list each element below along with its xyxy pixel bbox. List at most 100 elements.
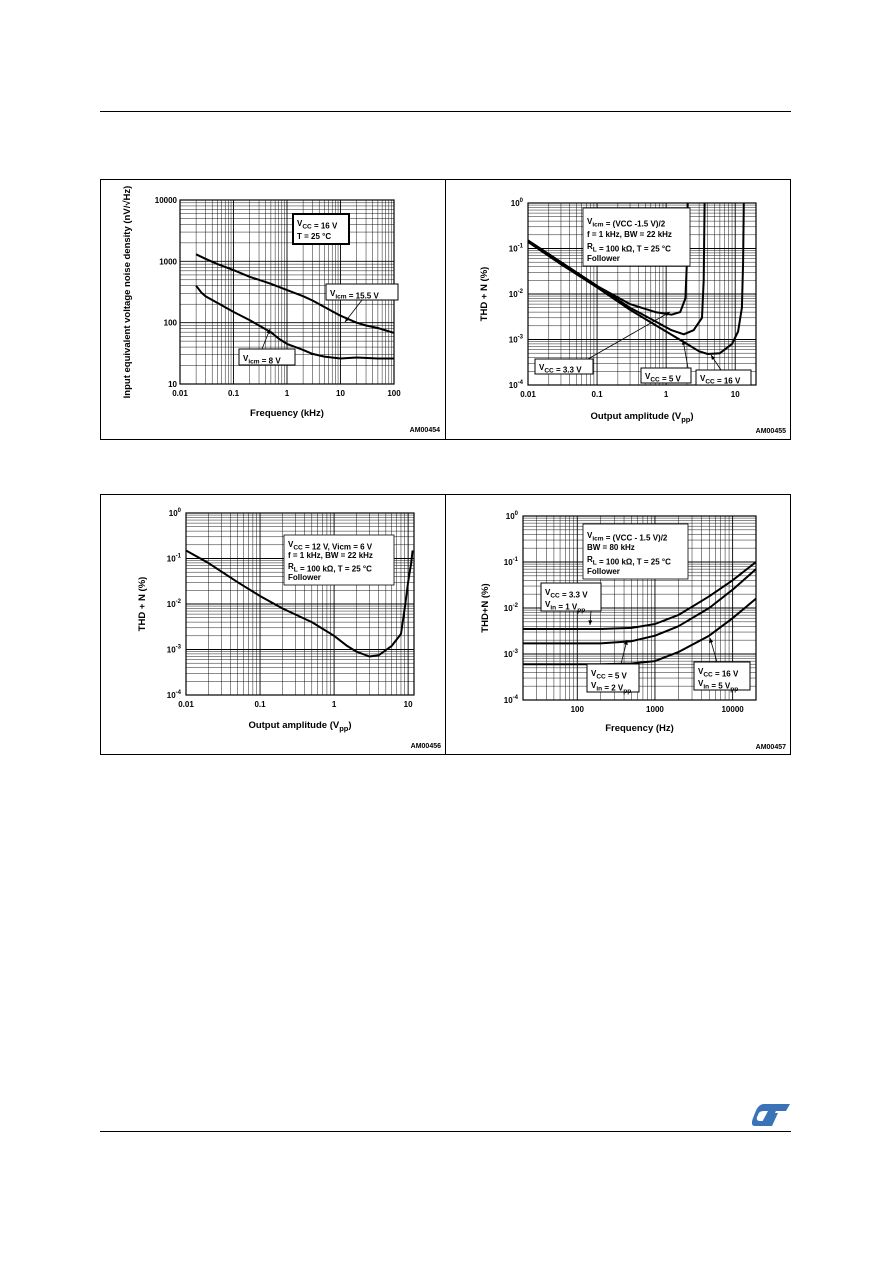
x-tick-label: 1: [285, 389, 290, 398]
y-tick-label: 10-3: [504, 649, 519, 659]
series-line-2: [527, 202, 706, 336]
annotation-arrow: [344, 299, 363, 323]
x-axis-title: Frequency (kHz): [250, 408, 324, 419]
y-tick-label: 1000: [159, 257, 177, 266]
x-tick-label: 10: [731, 390, 740, 399]
arrow-head: [665, 312, 670, 316]
chart-grid: [522, 516, 757, 701]
x-tick-label: 0.1: [254, 700, 266, 709]
x-tick-label: 0.1: [592, 390, 604, 399]
x-tick-label: 10: [336, 389, 345, 398]
annotation-box: [695, 369, 752, 386]
x-tick-label: 0.1: [228, 389, 240, 398]
chart-2: 0.01 0.1 1 10 10-4 10-3 10-2 10-1 100 Output ampl…: [479, 198, 786, 435]
annotation-box: [540, 582, 602, 612]
arrow-head: [711, 355, 716, 360]
annotation-text: VCC = 5 V: [591, 669, 628, 681]
x-axis-title: Frequency (Hz): [605, 723, 674, 734]
x-tick-label: 0.01: [178, 700, 194, 709]
figure-code: AM00454: [410, 427, 440, 434]
annotation-text: Vicm = 8 V: [243, 354, 281, 366]
annotation: VCC = 12 V, Vicm = 6 Vf = 1 kHz, BW = 22…: [283, 534, 395, 586]
y-tick-label: 100: [511, 198, 524, 208]
plot-area: [522, 515, 757, 701]
series-line-1: [185, 549, 414, 658]
y-axis-title: THD + N (%): [479, 267, 490, 322]
st-logo-icon: [752, 1104, 790, 1126]
y-axis-title: THD+N (%): [480, 583, 491, 632]
y-tick-label: 10-4: [509, 380, 524, 390]
annotation-arrow: [682, 339, 689, 369]
arrow-head: [623, 640, 628, 645]
x-tick-label: 1: [664, 390, 669, 399]
annotation-text: VCC = 12 V, Vicm = 6 V: [288, 540, 373, 552]
annotation-box: [582, 207, 691, 267]
annotation-text: Follower: [587, 567, 620, 576]
x-tick-label: 10: [404, 700, 413, 709]
annotation: VCC = 16 V: [695, 354, 752, 386]
y-tick-label: 10-3: [509, 335, 524, 345]
annotation: Vicm = 8 V: [238, 328, 296, 366]
annotation-text: Vin = 2 Vpp: [591, 681, 631, 695]
y-tick-label: 10-2: [504, 603, 519, 613]
series-line-3: [523, 597, 757, 666]
x-axis-title: Output amplitude (Vpp): [590, 411, 693, 424]
annotation-box: [325, 283, 399, 301]
footer-rule: [100, 1131, 791, 1132]
annotation: Vicm = (VCC -1.5 V)/2f = 1 kHz, BW = 22 …: [582, 207, 691, 267]
y-axis-title: Input equivalent voltage noise density (…: [122, 186, 133, 399]
x-axis-title: Output amplitude (Vpp): [248, 720, 351, 733]
y-tick-label: 10-4: [504, 695, 519, 705]
annotation-text: VCC = 3.3 V: [545, 588, 588, 600]
arrow-head: [588, 620, 593, 625]
x-tick-label: 100: [571, 705, 585, 714]
plot-area: [185, 512, 415, 696]
y-tick-label: 10-2: [167, 599, 182, 609]
annotation-box: [693, 661, 751, 691]
arrow-head: [266, 329, 271, 334]
annotation-text: BW = 80 kHz: [587, 543, 635, 552]
annotation-arrow: [587, 311, 671, 360]
annotation-text: T = 25 °C: [297, 232, 331, 241]
x-tick-label: 1000: [646, 705, 664, 714]
series-line-1: [195, 253, 395, 334]
figure-code: AM00457: [756, 744, 786, 751]
annotation-box: [238, 348, 296, 366]
figure-code: AM00456: [411, 743, 441, 750]
y-tick-label: 10-1: [509, 244, 524, 254]
annotation-box: [283, 534, 395, 586]
annotation: Vicm = 15.5 V: [325, 283, 399, 323]
x-tick-label: 0.01: [172, 389, 188, 398]
annotation-text: RL = 100 kΩ, T = 25 °C: [587, 242, 671, 254]
annotation-box: [586, 663, 640, 693]
x-tick-label: 100: [387, 389, 401, 398]
annotation-text: Vicm = (VCC - 1.5 V)/2: [587, 531, 668, 543]
annotation-text: f = 1 kHz, BW = 22 kHz: [587, 230, 672, 239]
annotation: VCC = 5 V: [640, 339, 692, 384]
chart-4: 100 1000 10000 10-4 10-3 10-2 10-1 100 Frequency…: [480, 511, 786, 751]
annotation-text: RL = 100 kΩ, T = 25 °C: [288, 562, 372, 574]
arrow-head: [709, 638, 714, 643]
annotation-box: [582, 523, 689, 580]
annotation-text: VCC = 16 V: [698, 667, 739, 679]
y-tick-label: 10000: [155, 196, 178, 205]
annotation: Vicm = (VCC - 1.5 V)/2BW = 80 kHz RL = 10…: [582, 523, 689, 580]
annotation-box: [640, 367, 692, 384]
y-tick-label: 100: [164, 319, 178, 328]
annotation-text: Vin = 1 Vpp: [545, 600, 585, 614]
header-rule: [100, 111, 791, 112]
annotation-box: [292, 213, 350, 245]
annotation-text: Follower: [587, 254, 620, 263]
x-tick-label: 0.01: [520, 390, 536, 399]
plot-area: [527, 202, 757, 386]
chart-3: 0.01 0.1 1 10 10-4 10-3 10-2 10-1 100 Output ampl…: [137, 508, 441, 750]
y-tick-label: 100: [506, 511, 519, 521]
annotation-text: Vin = 5 Vpp: [698, 679, 738, 693]
annotation-text: Vicm = 15.5 V: [330, 289, 379, 301]
y-tick-label: 10-4: [167, 690, 182, 700]
annotation-text: VCC = 16 V: [700, 374, 741, 386]
annotation-text: VCC = 3.3 V: [539, 363, 582, 375]
